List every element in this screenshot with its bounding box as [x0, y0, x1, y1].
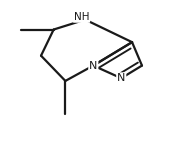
Text: NH: NH [74, 12, 89, 22]
Text: N: N [89, 61, 97, 71]
Text: N: N [117, 73, 125, 83]
